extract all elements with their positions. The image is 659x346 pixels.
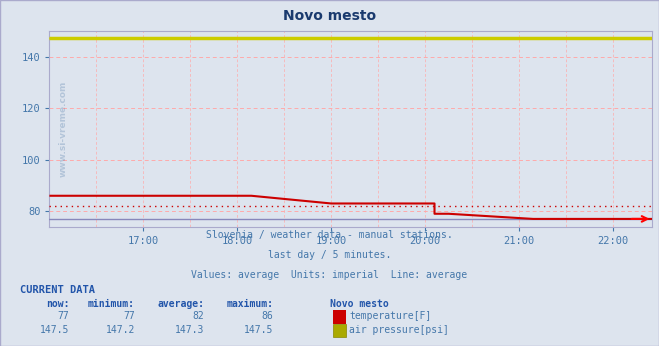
Text: CURRENT DATA: CURRENT DATA xyxy=(20,285,95,295)
Text: Values: average  Units: imperial  Line: average: Values: average Units: imperial Line: av… xyxy=(191,270,468,280)
Text: 147.2: 147.2 xyxy=(105,325,135,335)
Text: now:: now: xyxy=(45,299,69,309)
Text: last day / 5 minutes.: last day / 5 minutes. xyxy=(268,250,391,260)
Text: 77: 77 xyxy=(57,311,69,321)
Text: Novo mesto: Novo mesto xyxy=(283,9,376,22)
Text: average:: average: xyxy=(158,299,204,309)
Text: minimum:: minimum: xyxy=(88,299,135,309)
Text: 147.5: 147.5 xyxy=(244,325,273,335)
Text: 82: 82 xyxy=(192,311,204,321)
Text: 147.3: 147.3 xyxy=(175,325,204,335)
Text: 147.5: 147.5 xyxy=(40,325,69,335)
Text: temperature[F]: temperature[F] xyxy=(349,311,432,321)
Text: 86: 86 xyxy=(262,311,273,321)
Text: air pressure[psi]: air pressure[psi] xyxy=(349,325,449,335)
Text: www.si-vreme.com: www.si-vreme.com xyxy=(59,81,67,177)
Text: maximum:: maximum: xyxy=(227,299,273,309)
Text: Novo mesto: Novo mesto xyxy=(330,299,388,309)
Text: Slovenia / weather data - manual stations.: Slovenia / weather data - manual station… xyxy=(206,230,453,240)
Text: 77: 77 xyxy=(123,311,135,321)
